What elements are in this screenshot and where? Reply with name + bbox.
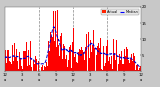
Legend: Actual, Median: Actual, Median: [101, 9, 139, 15]
